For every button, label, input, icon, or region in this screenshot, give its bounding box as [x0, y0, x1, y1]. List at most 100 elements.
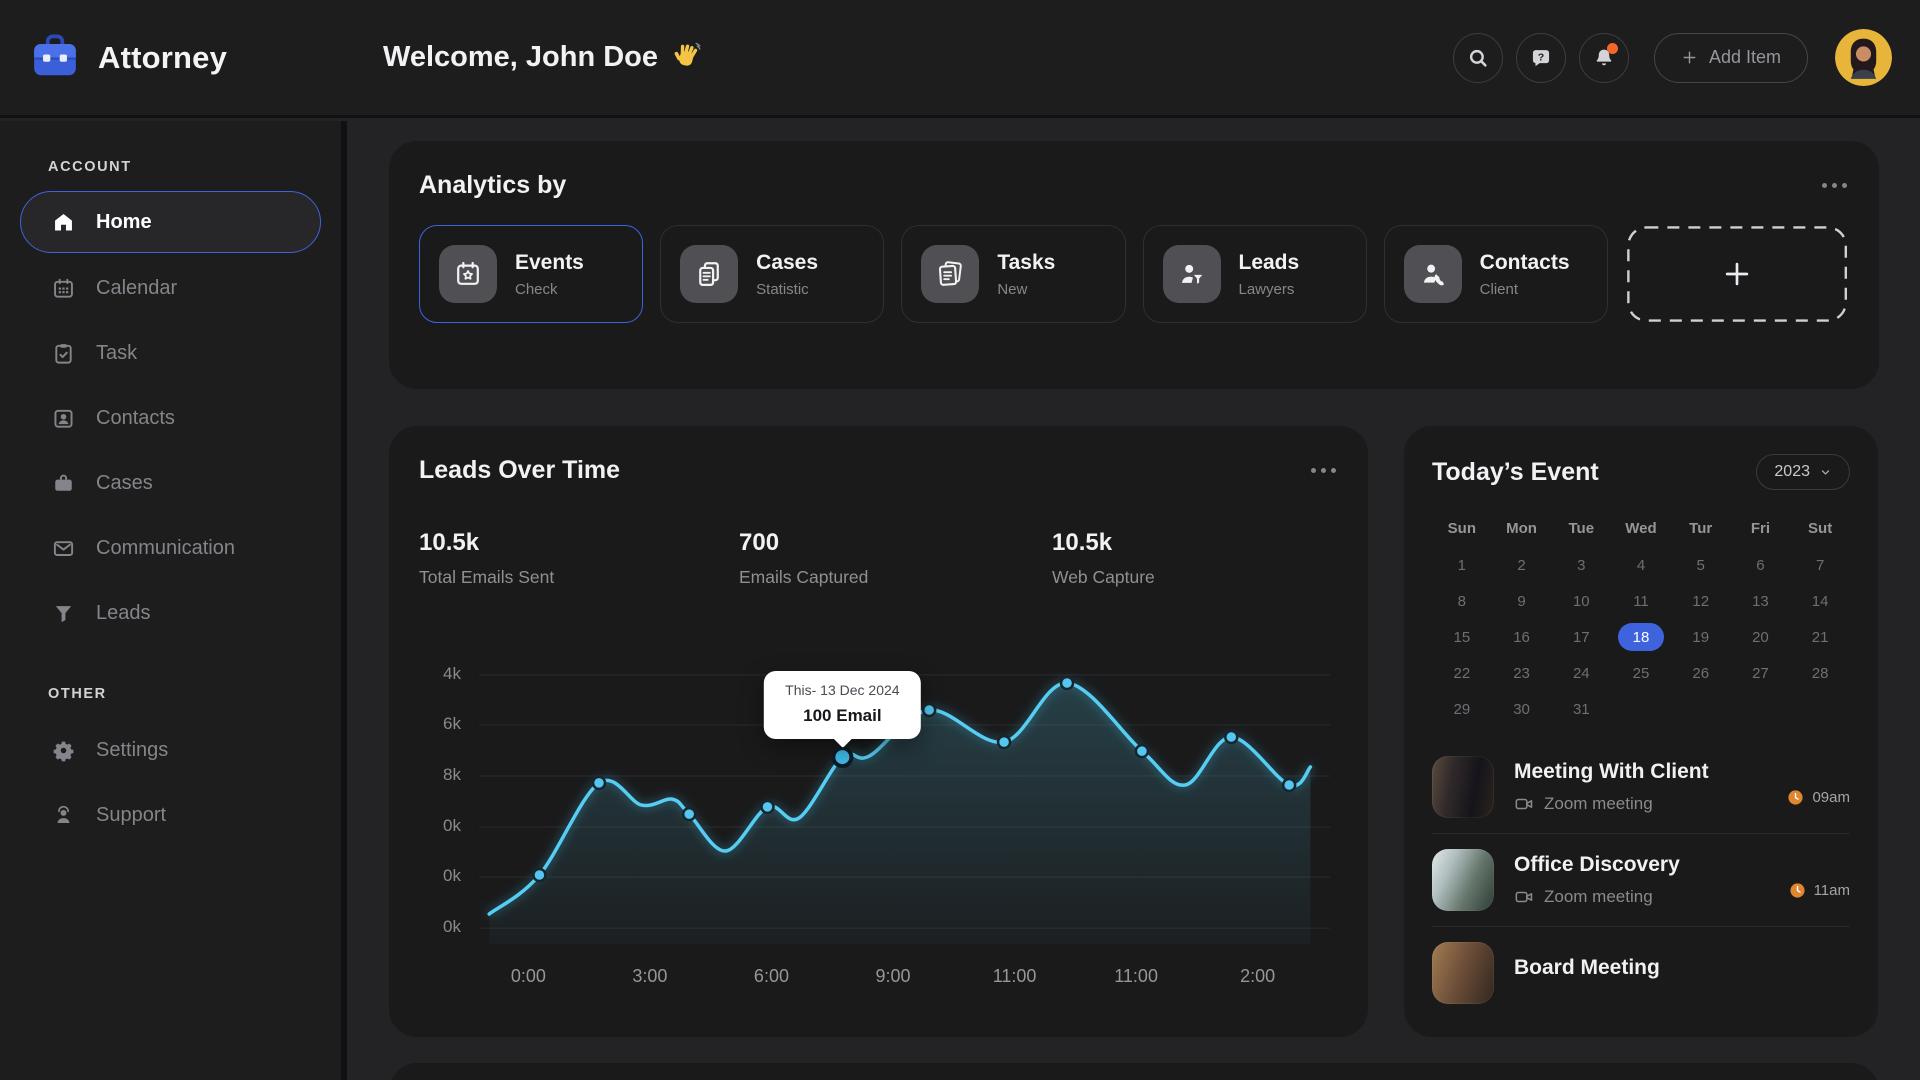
gear-icon	[52, 739, 75, 762]
calendar-day-cell[interactable]: 17	[1572, 628, 1590, 646]
calendar-day-cell[interactable]: 3	[1577, 556, 1586, 574]
sidebar-item-cases[interactable]: Cases	[20, 451, 321, 516]
calendar-day-cell[interactable]: 23	[1513, 664, 1530, 682]
chart-point[interactable]	[921, 702, 937, 718]
chart-point[interactable]	[532, 867, 547, 883]
calendar-day-cell[interactable]: 31	[1572, 700, 1590, 718]
chart-point[interactable]	[591, 775, 607, 791]
documents-icon	[680, 245, 739, 303]
calendar-day-cell[interactable]: 8	[1457, 592, 1467, 610]
chart-point[interactable]	[760, 799, 775, 815]
tooltip-value: 100 Email	[803, 706, 882, 726]
calendar-day-cell[interactable]: 7	[1815, 556, 1825, 574]
tooltip-date: This- 13 Dec 2024	[785, 682, 900, 699]
chevron-down-icon	[1819, 466, 1832, 479]
sidebar-item-communication[interactable]: Communication	[20, 516, 321, 581]
calendar-day-cell[interactable]: 10	[1572, 592, 1590, 610]
calendar-day-header: Tue	[1568, 520, 1595, 537]
chart-point[interactable]	[1059, 675, 1075, 691]
chart-point[interactable]	[1224, 729, 1239, 745]
chart-point-selected[interactable]	[831, 746, 854, 769]
chart-point[interactable]	[996, 734, 1012, 750]
calendar-day-header: Wed	[1625, 520, 1657, 537]
analytics-button-cases[interactable]: Cases Statistic	[660, 225, 885, 323]
clipboard-check-icon	[52, 342, 75, 365]
calendar-day-cell[interactable]: 5	[1696, 556, 1705, 574]
add-analytics-widget-button[interactable]	[1625, 225, 1849, 323]
app-title: Attorney	[98, 39, 228, 75]
brand: Attorney	[0, 33, 347, 83]
calendar-day-cell[interactable]: 26	[1692, 664, 1710, 682]
calendar-day-cell[interactable]: 21	[1811, 628, 1829, 646]
calendar-day-cell[interactable]: 6	[1756, 556, 1765, 574]
event-row-office-discovery[interactable]: Office Discovery Zoom meeting 11am	[1432, 833, 1850, 926]
event-row-meeting-with-client[interactable]: Meeting With Client Zoom meeting 09am	[1432, 741, 1850, 833]
calendar-day-cell[interactable]: 11	[1633, 592, 1649, 610]
video-camera-icon	[1514, 887, 1534, 907]
calendar-day-cell[interactable]: 15	[1453, 628, 1471, 646]
sidebar-item-settings[interactable]: Settings	[20, 718, 321, 783]
x-tick-label: 3:00	[632, 966, 668, 986]
search-button[interactable]	[1452, 32, 1503, 83]
calendar-day-cell[interactable]: 16	[1513, 628, 1530, 646]
stat-block: 10.5k Total Emails Sent	[419, 529, 739, 588]
notifications-button[interactable]	[1578, 32, 1629, 83]
clock-icon	[1787, 789, 1804, 806]
chart-point[interactable]	[681, 806, 697, 822]
contact-card-icon	[52, 407, 75, 430]
sidebar-item-support[interactable]: Support	[20, 783, 321, 848]
help-button[interactable]	[1515, 32, 1566, 83]
video-camera-icon	[1514, 794, 1534, 814]
user-avatar[interactable]	[1835, 29, 1892, 86]
stat-value: 10.5k	[1052, 529, 1113, 556]
sidebar-item-leads[interactable]: Leads	[20, 581, 321, 646]
add-item-button[interactable]: Add Item	[1653, 32, 1808, 83]
sidebar-item-task[interactable]: Task	[20, 321, 321, 386]
stat-label: Emails Captured	[739, 567, 869, 587]
analytics-button-contacts[interactable]: Contacts Client	[1383, 225, 1608, 323]
sidebar-item-calendar[interactable]: Calendar	[20, 256, 321, 321]
calendar-day-cell[interactable]: 30	[1513, 700, 1530, 718]
calendar-day-cell[interactable]: 27	[1752, 664, 1769, 682]
stat-label: Web Capture	[1052, 567, 1155, 587]
y-tick-label: 4k	[443, 663, 461, 683]
x-tick-label: 11:00	[992, 966, 1037, 986]
analytics-button-leads[interactable]: Leads Lawyers	[1142, 225, 1367, 323]
stat-value: 10.5k	[419, 529, 480, 556]
analytics-button-subtitle: Client	[1479, 280, 1519, 298]
calendar-day-cell[interactable]: 25	[1632, 664, 1650, 682]
calendar-day-cell[interactable]: 4	[1636, 556, 1646, 574]
calendar-day-cell[interactable]: 2	[1517, 556, 1526, 574]
calendar-day-cell[interactable]: 18	[1611, 619, 1671, 655]
calendar-day-cell[interactable]: 29	[1453, 700, 1471, 718]
year-select[interactable]: 2023	[1756, 454, 1850, 490]
analytics-button-tasks[interactable]: Tasks New	[901, 225, 1126, 323]
calendar-day-cell[interactable]: 22	[1453, 664, 1471, 682]
event-row-board-meeting[interactable]: Board Meeting	[1432, 926, 1850, 1019]
calendar-day-cell[interactable]: 24	[1572, 664, 1590, 682]
calendar-day-cell[interactable]: 19	[1692, 628, 1710, 646]
calendar-day-cell[interactable]: 28	[1811, 664, 1829, 682]
briefcase-icon	[52, 472, 75, 495]
y-axis: 4k 6k 8k 0k 0k 0k	[419, 644, 461, 944]
leads-chart-menu-button[interactable]	[1309, 462, 1338, 479]
sidebar-item-label: Contacts	[96, 407, 175, 429]
sidebar-item-home[interactable]: Home	[20, 191, 321, 253]
analytics-button-events[interactable]: Events Check	[419, 225, 644, 323]
calendar-day-cell[interactable]: 14	[1811, 592, 1829, 610]
stat-label: Total Emails Sent	[419, 567, 555, 587]
calendar-day-cell[interactable]: 13	[1752, 592, 1769, 610]
analytics-menu-button[interactable]	[1820, 177, 1849, 194]
calendar-day-header: Sut	[1808, 520, 1833, 537]
top-bar: Attorney Welcome, John Doe	[0, 0, 1920, 118]
calendar-day-cell[interactable]: 12	[1692, 592, 1710, 610]
chart-point[interactable]	[1281, 777, 1297, 793]
sidebar-item-contacts[interactable]: Contacts	[20, 386, 321, 451]
briefcase-logo-icon	[30, 33, 80, 83]
calendar-day-cell[interactable]: 1	[1457, 556, 1467, 574]
calendar-day-cell[interactable]: 9	[1517, 592, 1526, 610]
calendar-day-cell[interactable]: 20	[1752, 628, 1769, 646]
chart-point[interactable]	[1134, 743, 1150, 759]
sidebar-other-list: Settings Support	[20, 718, 321, 848]
analytics-buttons: Events Check Cases Statistic	[419, 225, 1849, 323]
